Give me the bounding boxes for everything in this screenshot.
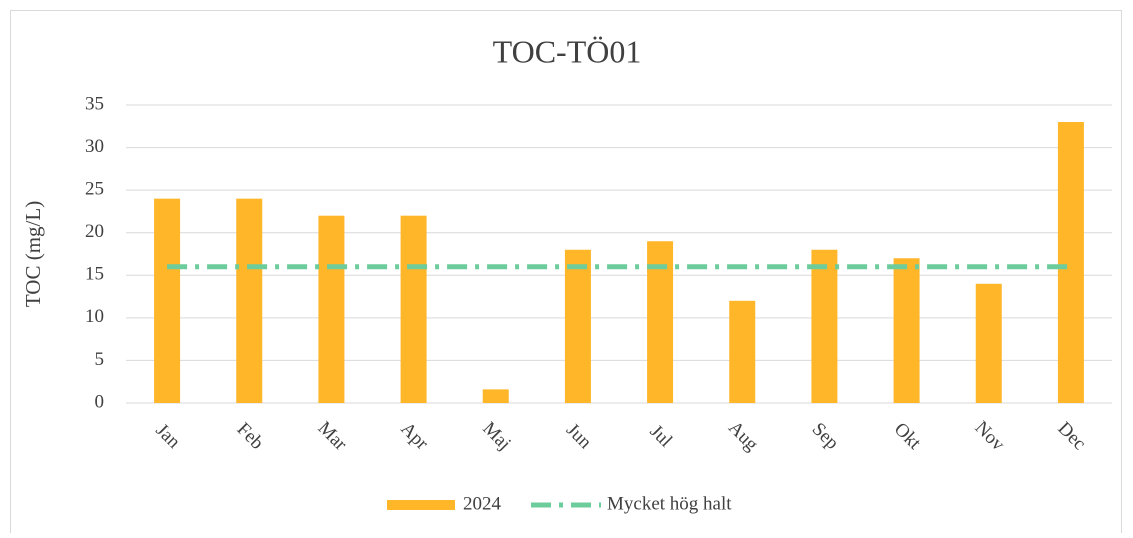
bar xyxy=(729,300,756,403)
y-tick-label: 35 xyxy=(85,93,104,114)
y-axis-label: TOC (mg/L) xyxy=(21,201,45,307)
legend-swatch xyxy=(387,500,455,510)
legend-label: Mycket hög halt xyxy=(607,493,732,514)
y-tick-label: 5 xyxy=(95,349,105,370)
legend-label: 2024 xyxy=(463,493,502,514)
y-tick-label: 10 xyxy=(85,306,104,327)
bar xyxy=(893,258,920,403)
bar xyxy=(1057,122,1084,404)
y-tick-label: 0 xyxy=(95,391,105,412)
bar xyxy=(564,249,591,403)
y-tick-label: 20 xyxy=(85,221,104,242)
chart-title: TOC-TÖ01 xyxy=(493,33,642,69)
y-tick-label: 25 xyxy=(85,179,104,200)
y-tick-label: 30 xyxy=(85,136,104,157)
bar xyxy=(975,283,1002,403)
bar xyxy=(236,198,263,403)
bar xyxy=(482,389,509,403)
bar xyxy=(811,249,838,403)
bar xyxy=(400,215,427,403)
bar xyxy=(318,215,345,403)
bar xyxy=(154,198,181,403)
y-tick-label: 15 xyxy=(85,264,104,285)
